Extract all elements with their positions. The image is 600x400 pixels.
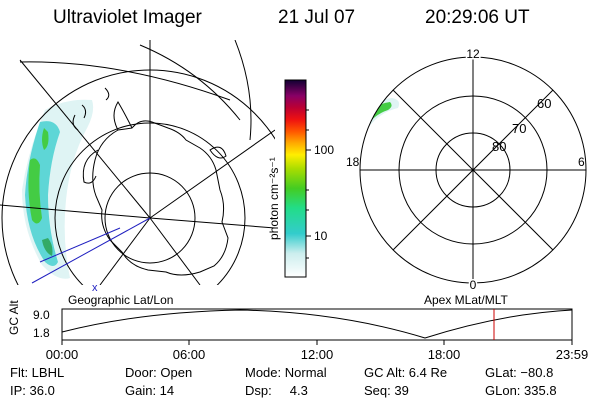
apex-panel-title: Apex MLat/MLT — [424, 293, 508, 307]
terminator-line — [31, 217, 151, 284]
apex-polar-dial — [359, 56, 587, 284]
mlt-label-18: 18 — [346, 155, 360, 169]
colorbar-tick-10: 10 — [314, 229, 328, 243]
mlat-label-80: 80 — [492, 139, 506, 154]
status-gc-alt: GC Alt: 6.4 Re — [364, 365, 448, 380]
aurora-emission-geo — [22, 99, 94, 279]
date-label: 21 Jul 07 — [278, 7, 356, 28]
colorbar — [284, 79, 311, 278]
mlat-label-70: 70 — [512, 121, 526, 136]
status-glon: GLon: 335.8 — [485, 383, 557, 398]
meridians — [0, 40, 275, 285]
timeline-xtick-1200: 12:00 — [301, 347, 334, 362]
timeline-axis-label: GC Alt — [7, 300, 21, 335]
status-dsp: Dsp: 4.3 — [245, 383, 308, 398]
mlt-label-6: 6 — [578, 155, 585, 169]
status-ip: IP: 36.0 — [10, 383, 55, 398]
antarctica-coastline — [92, 120, 229, 276]
timeline-xtick-0000: 00:00 — [46, 347, 79, 362]
instrument-title: Ultraviolet Imager — [53, 7, 202, 28]
time-label: 20:29:06 UT — [425, 7, 530, 28]
svg-text:x: x — [92, 282, 98, 294]
status-filter: Flt: LBHL — [10, 365, 65, 380]
mlat-label-60: 60 — [537, 96, 551, 111]
timeline-xtick-1800: 18:00 — [428, 347, 461, 362]
mlt-label-0: 0 — [470, 278, 477, 292]
status-gain: Gain: 14 — [125, 383, 175, 398]
status-seq: Seq: 39 — [364, 383, 409, 398]
geographic-panel-title: Geographic Lat/Lon — [68, 293, 173, 307]
mlt-label-12: 12 — [466, 47, 480, 61]
status-door: Door: Open — [125, 365, 193, 380]
timeline-ytick-low: 1.8 — [33, 326, 50, 340]
colorbar-unit-label: photon cm⁻²s⁻¹ — [267, 157, 281, 240]
status-mode: Mode: Normal — [245, 365, 327, 380]
colorbar-tick-100: 100 — [314, 143, 334, 157]
geographic-map — [0, 40, 275, 285]
altitude-timeline — [61, 308, 573, 345]
timeline-ytick-high: 9.0 — [33, 308, 50, 322]
status-glat: GLat: −80.8 — [485, 365, 554, 380]
timeline-xtick-0600: 06:00 — [173, 347, 206, 362]
timeline-xtick-2359: 23:59 — [556, 347, 589, 362]
